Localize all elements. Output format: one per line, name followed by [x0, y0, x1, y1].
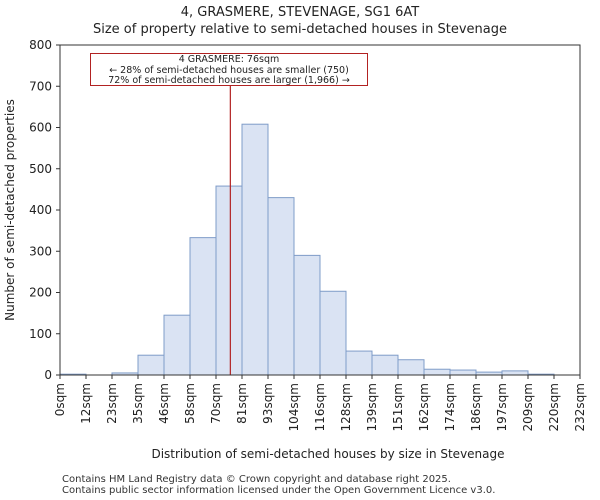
annotation-larger: 72% of semi-detached houses are larger (… — [108, 75, 350, 86]
histogram-bar — [501, 370, 529, 376]
x-axis-label: Distribution of semi-detached houses by … — [151, 447, 504, 461]
x-tick-label: 162sqm — [417, 383, 431, 431]
x-tick-label: 93sqm — [261, 383, 275, 424]
footer-licence: Contains public sector information licen… — [62, 485, 496, 496]
x-axis: 0sqm 12sqm 23sqm 35sqm 46sqm 58sqm 70sqm 81sqm 9… — [53, 375, 587, 431]
x-tick-label: 174sqm — [443, 383, 457, 431]
histogram-bar — [319, 290, 347, 376]
chart-subtitle: Size of property relative to semi-detach… — [92, 22, 508, 37]
histogram-bar — [215, 185, 243, 376]
y-tick-label: 0 — [44, 368, 52, 382]
x-tick-label: 58sqm — [183, 383, 197, 424]
plot-frame — [59, 44, 581, 376]
x-tick-label: 81sqm — [235, 383, 249, 424]
annotation-box: 4 GRASMERE: 76sqm ← 28% of semi-detached… — [90, 53, 368, 86]
histogram-bar — [241, 123, 269, 376]
y-axis: 0 100 200 300 400 500 600 700 800 — [29, 38, 60, 382]
histogram-bar — [267, 197, 295, 376]
y-axis-label: Number of semi-detached properties — [3, 99, 17, 321]
histogram-bar — [345, 350, 373, 376]
x-tick-label: 12sqm — [79, 383, 93, 424]
x-tick-label: 220sqm — [547, 383, 561, 431]
x-tick-label: 139sqm — [365, 383, 379, 431]
histogram-bar — [423, 368, 451, 376]
y-tick-label: 700 — [29, 79, 52, 93]
x-tick-label: 116sqm — [313, 383, 327, 431]
x-tick-label: 35sqm — [131, 383, 145, 424]
x-tick-label: 186sqm — [469, 383, 483, 431]
y-tick-label: 800 — [29, 38, 52, 52]
y-tick-label: 100 — [29, 327, 52, 341]
x-tick-label: 0sqm — [53, 383, 67, 416]
histogram-bar — [293, 254, 321, 376]
x-tick-label: 209sqm — [521, 383, 535, 431]
x-tick-label: 151sqm — [391, 383, 405, 431]
x-tick-label: 23sqm — [105, 383, 119, 424]
y-tick-label: 500 — [29, 162, 52, 176]
annotation-smaller: ← 28% of semi-detached houses are smalle… — [109, 64, 349, 76]
y-tick-label: 300 — [29, 244, 52, 258]
x-tick-label: 104sqm — [287, 383, 301, 431]
histogram-bar — [163, 314, 191, 376]
footer-copyright: Contains HM Land Registry data © Crown c… — [62, 474, 451, 485]
histogram-bar — [137, 354, 165, 376]
histogram-bar — [189, 237, 217, 376]
histogram-bar — [397, 359, 425, 376]
x-tick-label: 46sqm — [157, 383, 171, 424]
x-tick-label: 70sqm — [209, 383, 223, 424]
x-tick-label: 197sqm — [495, 383, 509, 431]
bars-group — [59, 123, 555, 376]
histogram-bar — [449, 369, 477, 376]
x-tick-label: 232sqm — [573, 383, 587, 431]
histogram-bar — [371, 354, 399, 376]
chart-title: 4, GRASMERE, STEVENAGE, SG1 6AT — [180, 5, 420, 20]
y-tick-label: 600 — [29, 121, 52, 135]
annotation-title: 4 GRASMERE: 76sqm — [178, 54, 280, 65]
x-tick-label: 128sqm — [339, 383, 353, 431]
y-tick-label: 400 — [29, 203, 52, 217]
y-tick-label: 200 — [29, 286, 52, 300]
